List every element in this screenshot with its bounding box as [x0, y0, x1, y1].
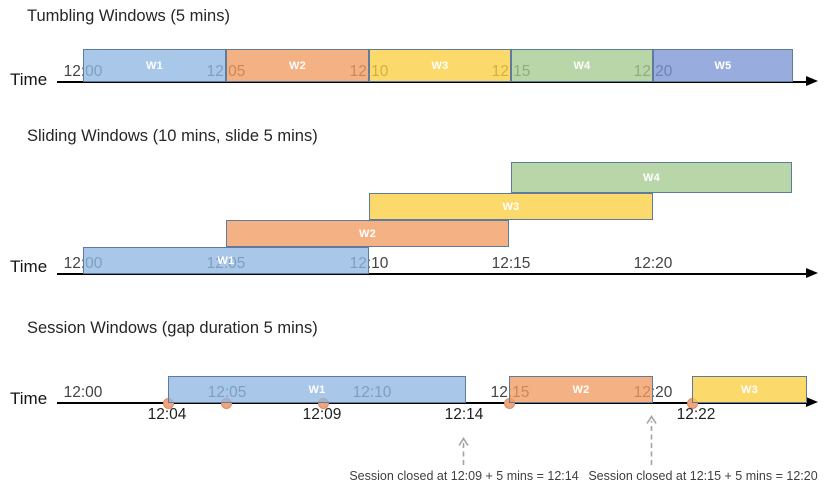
- time-axis-label: Time: [10, 389, 48, 408]
- window-label: W4: [573, 59, 591, 72]
- time-axis-label: Time: [10, 70, 48, 89]
- time-tick-label: 12:00: [63, 384, 103, 401]
- window-box-w2: W2: [509, 376, 653, 403]
- time-tick-label: 12:15: [491, 255, 531, 272]
- event-time-label: 12:22: [676, 406, 716, 423]
- time-tick-label: 12:20: [633, 255, 673, 272]
- window-label: W4: [642, 171, 661, 184]
- window-box-w2: W2: [226, 49, 369, 82]
- window-box-w4: W4: [511, 162, 792, 193]
- event-time-label: 12:04: [147, 406, 187, 423]
- window-box-w3: W3: [369, 193, 653, 220]
- annotation-arrow: [458, 437, 469, 465]
- time-axis-label: Time: [10, 257, 48, 276]
- section-title: Session Windows (gap duration 5 mins): [27, 319, 318, 337]
- event-time-label: 12:14: [444, 406, 484, 423]
- window-box-w2: W2: [226, 220, 509, 247]
- window-box-w5: W5: [653, 49, 793, 82]
- window-label: W1: [217, 254, 235, 267]
- window-box-w4: W4: [511, 49, 653, 82]
- event-time-label: 12:09: [302, 406, 342, 423]
- window-label: W5: [714, 59, 732, 72]
- window-label: W1: [145, 59, 164, 72]
- window-label: W3: [431, 59, 449, 72]
- annotation-arrow: [646, 415, 657, 465]
- window-label: W2: [288, 59, 307, 72]
- window-label: W1: [308, 383, 326, 396]
- window-box-w1: W1: [168, 376, 466, 403]
- window-label: W2: [358, 227, 377, 240]
- window-box-w3: W3: [692, 376, 807, 403]
- session-closed-annotation: Session closed at 12:09 + 5 mins = 12:14: [349, 469, 579, 483]
- window-label: W3: [502, 200, 520, 213]
- section-title: Sliding Windows (10 mins, slide 5 mins): [27, 127, 318, 145]
- window-box-w1: W1: [83, 247, 369, 274]
- window-label: W3: [740, 383, 759, 396]
- axis-arrow: [806, 76, 818, 86]
- window-box-w1: W1: [83, 49, 226, 82]
- section-title: Tumbling Windows (5 mins): [27, 7, 230, 25]
- time-axis: [57, 272, 808, 275]
- axis-arrow: [806, 268, 818, 278]
- window-box-w3: W3: [369, 49, 511, 82]
- session-closed-annotation: Session closed at 12:15 + 5 mins = 12:20: [588, 469, 818, 483]
- axis-arrow: [806, 397, 818, 407]
- window-label: W2: [572, 383, 590, 396]
